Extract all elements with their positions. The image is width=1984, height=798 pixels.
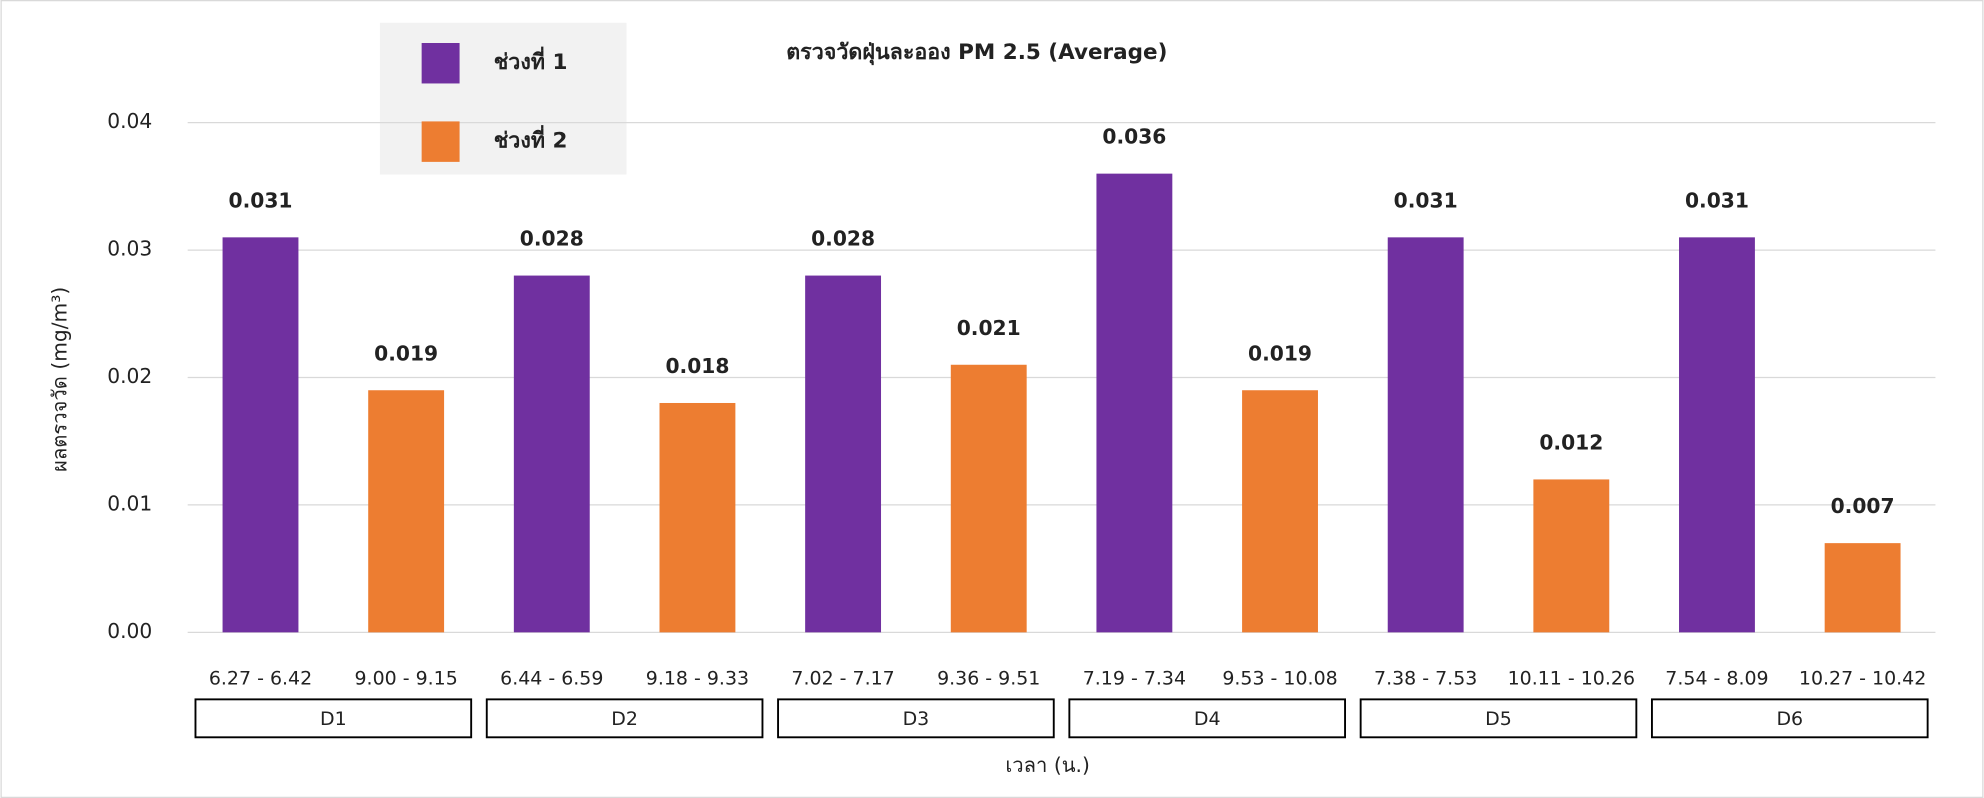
group-box bbox=[1359, 698, 1638, 739]
x-tick-label: 7.54 - 8.09 bbox=[1665, 668, 1768, 690]
data-label: 0.031 bbox=[1394, 188, 1458, 212]
data-label: 0.019 bbox=[374, 341, 438, 365]
bar bbox=[1533, 479, 1610, 633]
data-label: 0.021 bbox=[957, 316, 1021, 340]
x-tick-label: 9.36 - 9.51 bbox=[937, 668, 1040, 690]
bar bbox=[659, 402, 736, 633]
data-label: 0.031 bbox=[1685, 188, 1749, 212]
x-tick-label: 9.18 - 9.33 bbox=[646, 668, 749, 690]
x-tick-label: 10.27 - 10.42 bbox=[1799, 668, 1926, 690]
y-tick-label: 0.03 bbox=[107, 237, 152, 261]
chart-title: ตรวจวัดฝุ่นละออง PM 2.5 (Average) bbox=[786, 40, 1167, 66]
group-label: D2 bbox=[611, 708, 638, 730]
group-label: D3 bbox=[903, 708, 930, 730]
y-tick-label: 0.04 bbox=[107, 109, 152, 133]
bar bbox=[1387, 237, 1464, 633]
group-box bbox=[1068, 698, 1346, 739]
x-tick-label: 7.19 - 7.34 bbox=[1083, 668, 1186, 690]
data-label: 0.028 bbox=[520, 227, 584, 251]
x-tick-label: 6.27 - 6.42 bbox=[209, 668, 312, 690]
x-tick-label: 9.00 - 9.15 bbox=[354, 668, 457, 690]
legend-swatch bbox=[421, 42, 460, 84]
group-label: D1 bbox=[320, 708, 347, 730]
y-tick-label: 0.00 bbox=[107, 619, 152, 643]
data-label: 0.018 bbox=[665, 354, 729, 378]
bar bbox=[1679, 237, 1755, 633]
x-tick-label: 6.44 - 6.59 bbox=[500, 668, 603, 690]
bar bbox=[950, 364, 1027, 633]
data-label: 0.019 bbox=[1248, 341, 1312, 365]
x-tick-label: 9.53 - 10.08 bbox=[1222, 668, 1337, 690]
data-label: 0.007 bbox=[1831, 494, 1895, 518]
bar bbox=[1242, 390, 1318, 633]
group-label: D6 bbox=[1776, 708, 1803, 730]
legend-label: ช่วงที่ 1 bbox=[494, 46, 568, 75]
bar bbox=[1096, 173, 1173, 633]
y-tick-label: 0.02 bbox=[107, 364, 152, 388]
group-box bbox=[485, 698, 764, 739]
x-tick-label: 10.11 - 10.26 bbox=[1508, 668, 1635, 690]
data-label: 0.012 bbox=[1539, 431, 1603, 455]
y-axis-label: ผลตรวจวัด (mg/m³) bbox=[48, 287, 72, 472]
legend-swatch bbox=[421, 121, 460, 162]
group-label: D5 bbox=[1485, 708, 1512, 730]
x-tick-label: 7.38 - 7.53 bbox=[1374, 668, 1477, 690]
bar bbox=[805, 275, 882, 633]
legend-label: ช่วงที่ 2 bbox=[494, 125, 568, 154]
bar bbox=[1824, 543, 1901, 633]
y-tick-label: 0.01 bbox=[107, 491, 152, 515]
group-box bbox=[777, 698, 1055, 739]
x-axis-label: เวลา (น.) bbox=[1005, 753, 1089, 777]
legend-box bbox=[379, 22, 627, 175]
bar bbox=[513, 275, 590, 633]
bar bbox=[368, 390, 445, 633]
x-tick-label: 7.02 - 7.17 bbox=[791, 668, 894, 690]
group-box bbox=[194, 698, 473, 739]
data-label: 0.036 bbox=[1102, 125, 1166, 149]
group-box bbox=[1650, 698, 1929, 739]
group-label: D4 bbox=[1194, 708, 1221, 730]
data-label: 0.031 bbox=[229, 188, 293, 212]
bar bbox=[222, 237, 299, 633]
data-label: 0.028 bbox=[811, 227, 875, 251]
